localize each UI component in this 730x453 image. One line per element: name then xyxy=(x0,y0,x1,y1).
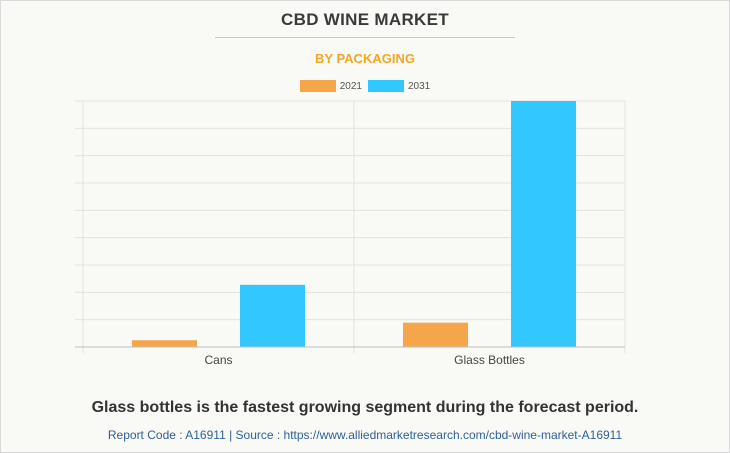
source-link[interactable]: Report Code : A16911 | Source : https://… xyxy=(107,428,623,442)
bar-glass-bottles-2031[interactable] xyxy=(511,101,576,347)
bar-glass-bottles-2021[interactable] xyxy=(403,322,468,347)
legend-label-2021: 2021 xyxy=(339,80,362,92)
chart-caption: Glass bottles is the fastest growing seg… xyxy=(91,399,639,416)
chart-subtitle: BY PACKAGING xyxy=(315,51,415,66)
legend-item-2031[interactable]: 2031 xyxy=(368,80,430,92)
x-tick-label: Glass Bottles xyxy=(454,353,525,367)
bar-chart: Cans Glass Bottles xyxy=(75,100,626,367)
chart-title: CBD WINE MARKET xyxy=(281,10,449,29)
legend-swatch-2031 xyxy=(368,80,404,92)
bar-cans-2031[interactable] xyxy=(240,284,305,347)
x-tick-label: Cans xyxy=(204,353,232,367)
legend-swatch-2021 xyxy=(299,80,336,92)
bar-cans-2021[interactable] xyxy=(132,340,197,347)
legend-item-2021[interactable]: 2021 xyxy=(299,80,362,92)
chart-legend: 2021 2031 xyxy=(0,80,730,92)
legend-label-2031: 2031 xyxy=(408,80,431,92)
title-divider xyxy=(215,37,515,38)
